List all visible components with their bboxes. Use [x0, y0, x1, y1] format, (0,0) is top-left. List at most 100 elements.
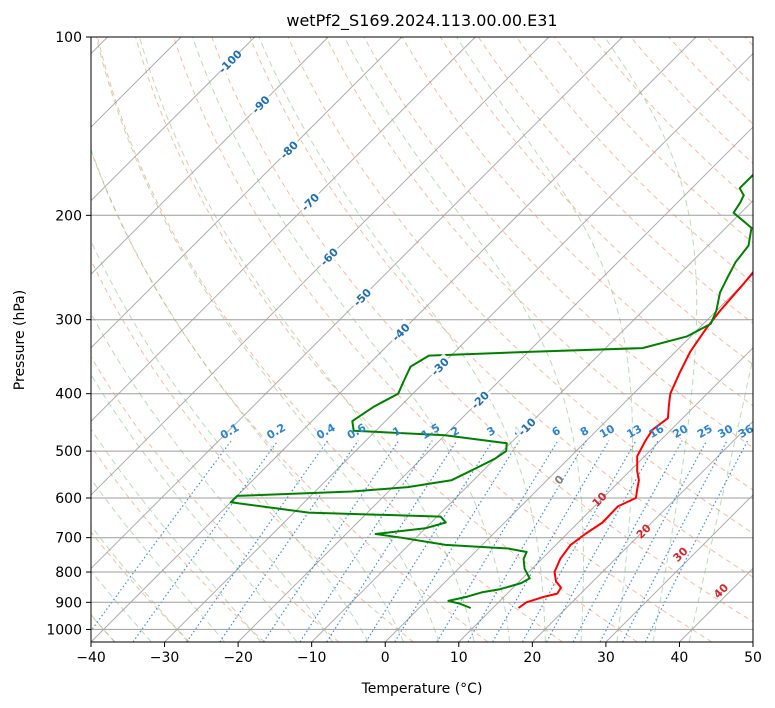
- mixing-ratio-line: [91, 440, 232, 632]
- profile-series: [229, 173, 753, 609]
- dry-adiabat: [401, 37, 753, 407]
- plot-frame: [90, 36, 754, 643]
- moist-adiabat: [139, 37, 475, 642]
- mixing-ratio-label: 0.2: [265, 421, 288, 442]
- mixing-ratio-label: 20: [670, 422, 690, 441]
- x-tick-label: 20: [523, 650, 541, 666]
- y-tick-label: 500: [55, 444, 82, 460]
- chart-title: wetPf2_S169.2024.113.00.00.E31: [286, 11, 557, 31]
- isotherm-line: [752, 641, 753, 642]
- pressure-grid: [91, 37, 753, 630]
- dry-adiabat-label: 0: [552, 472, 567, 487]
- mixing-ratio-label: 6: [550, 424, 563, 439]
- dry-adiabat: [477, 37, 753, 325]
- isotherm-line: [311, 199, 753, 642]
- isotherm-line: [91, 37, 623, 570]
- x-tick-label: −40: [76, 650, 106, 666]
- isotherm-line: [384, 273, 753, 642]
- x-tick-label: 0: [381, 650, 390, 666]
- y-tick-label: 800: [55, 565, 82, 581]
- dry-adiabat: [744, 37, 753, 47]
- mixing-ratio-line: [572, 440, 683, 642]
- dry-adiabat: [325, 37, 753, 491]
- dry-adiabat: [91, 531, 191, 642]
- y-tick-label: 1000: [46, 622, 82, 638]
- mixing-ratio-label: 0.1: [218, 421, 241, 442]
- isotherm-label-bg: [216, 48, 243, 75]
- y-axis: 100 200 300 400 500 600 700 800 900 1000: [46, 30, 91, 638]
- isotherm-line: [91, 37, 476, 423]
- isotherm-line: [91, 37, 550, 496]
- dry-adiabat-label: 20: [634, 521, 654, 541]
- isotherm-label-bg: [296, 188, 323, 215]
- isotherm-line: [605, 494, 753, 642]
- mixing-ratio-line: [467, 440, 587, 642]
- isotherm-label-bg: [387, 318, 414, 345]
- mixing-ratio-label: 0.4: [314, 421, 338, 442]
- x-tick-label: −30: [150, 650, 180, 666]
- dry-adiabat: [91, 445, 265, 642]
- y-tick-label: 600: [55, 491, 82, 507]
- isotherm-line: [679, 567, 753, 642]
- mixing-ratio-line: [599, 440, 708, 642]
- line-labels: 0.10.20.40.611.52346810131620253036-100-…: [216, 47, 756, 601]
- mixing-ratio-line: [394, 440, 520, 642]
- mixing-ratio-label: 30: [715, 422, 735, 441]
- x-tick-label: −20: [223, 650, 253, 666]
- moist-adiabat: [604, 37, 698, 642]
- dry-adiabat: [91, 259, 414, 642]
- isotherm-line: [531, 420, 753, 642]
- mixing-ratio-label: 36: [736, 422, 756, 441]
- dry-adiabat: [249, 37, 753, 578]
- dry-adiabat: [439, 37, 753, 366]
- y-tick-label: 200: [55, 208, 82, 224]
- isotherm-line: [91, 37, 329, 275]
- dry-adiabat: [592, 37, 753, 204]
- moist-adiabat: [91, 428, 262, 642]
- dry-adiabat: [706, 37, 753, 86]
- y-tick-label: 400: [55, 387, 82, 403]
- mixing-ratio-line: [262, 440, 400, 642]
- isotherm-label-bg: [247, 91, 274, 118]
- dewpoint-line: [229, 173, 753, 609]
- dry-adiabat: [91, 355, 340, 642]
- x-tick-label: 40: [671, 650, 689, 666]
- isotherm-label-bg: [348, 283, 375, 311]
- dry-adiabat: [630, 37, 753, 165]
- mixing-ratio-line: [492, 440, 610, 642]
- dry-adiabat: [287, 37, 753, 534]
- x-tick-label: 30: [597, 650, 615, 666]
- isotherm-line: [458, 347, 753, 642]
- y-tick-label: 900: [55, 595, 82, 611]
- mixing-ratio-label: 3: [485, 424, 498, 439]
- isotherm-line: [91, 37, 256, 202]
- moist-adiabat: [91, 239, 369, 642]
- moist-adiabat: [343, 37, 584, 642]
- dry-adiabat: [516, 37, 753, 284]
- moist-adiabat: [91, 478, 225, 642]
- mixing-ratio-label: 1: [390, 424, 403, 439]
- dry-adiabat-label: 10: [590, 490, 610, 510]
- mixing-ratio-line: [521, 440, 637, 642]
- x-tick-label: 50: [744, 650, 762, 666]
- y-axis-label: Pressure (hPa): [12, 290, 28, 390]
- moist-adiabat: [91, 525, 189, 642]
- mixing-ratio-line: [219, 440, 359, 642]
- y-tick-label: 300: [55, 313, 82, 329]
- moist-adiabat: [258, 37, 546, 642]
- x-tick-label: 10: [450, 650, 468, 666]
- moist-adiabat: [91, 312, 334, 642]
- isotherm-label-bg: [513, 413, 540, 440]
- dry-adiabat-label: 30: [671, 544, 691, 564]
- x-axis: −40 −30 −20 −10 0 10 20 30 40 50: [76, 642, 762, 666]
- moist-adiabat: [192, 37, 511, 642]
- moist-adiabat: [91, 148, 405, 642]
- mixing-ratio-label: 1.5: [419, 421, 442, 442]
- mixing-ratio-label: 25: [695, 422, 715, 441]
- isotherm-label-bg: [315, 243, 342, 270]
- mixing-ratio-line: [622, 440, 728, 642]
- dry-adiabat: [554, 37, 753, 244]
- mixing-ratio-line: [186, 440, 329, 642]
- dry-adiabat-label: 40: [711, 581, 731, 601]
